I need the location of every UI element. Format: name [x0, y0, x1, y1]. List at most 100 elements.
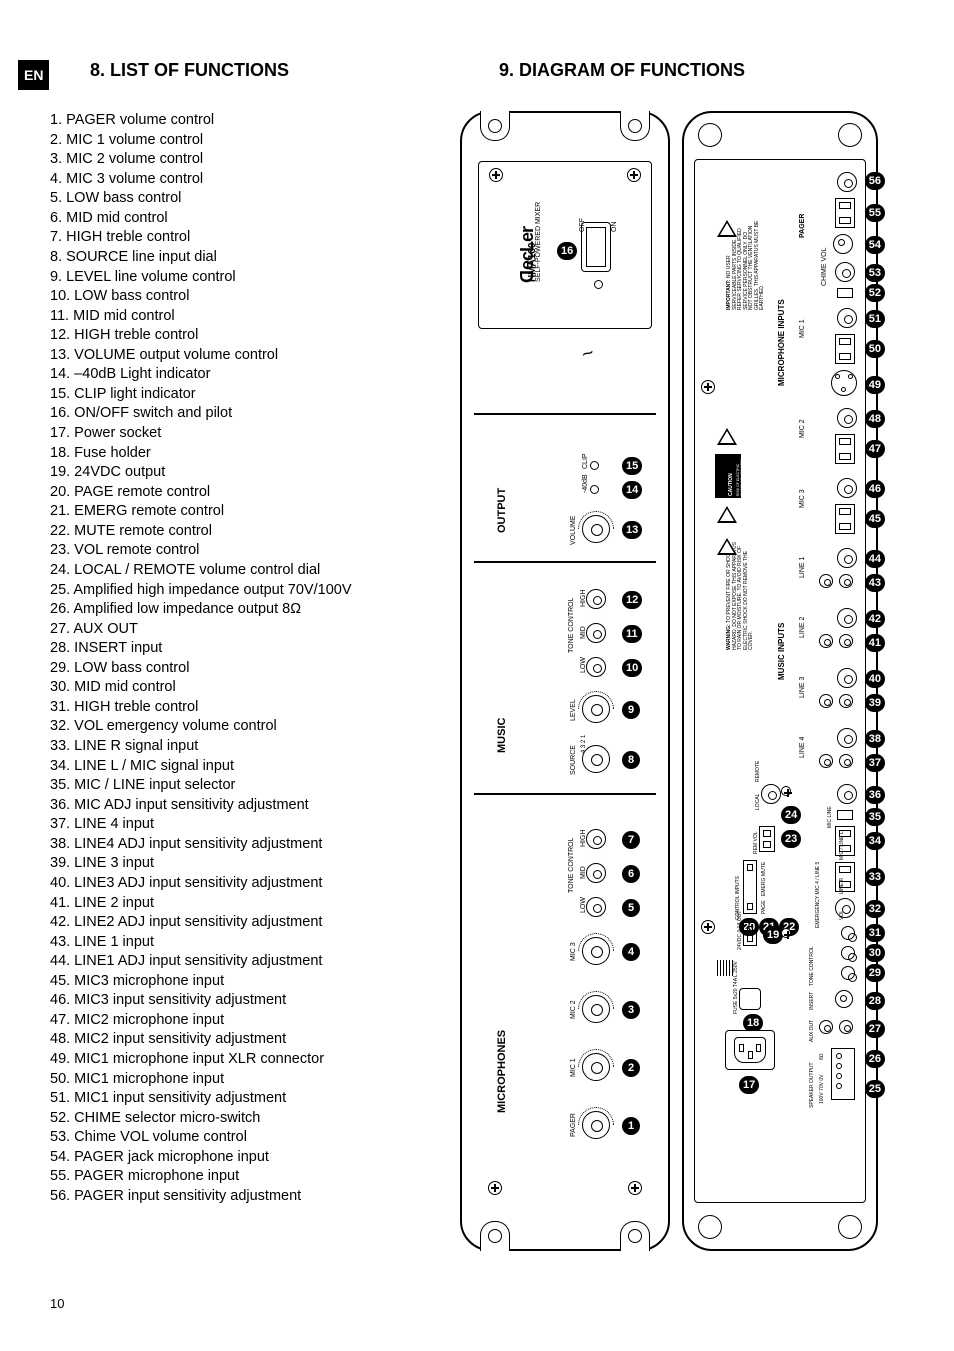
rear-mic3-label: MIC 3: [799, 489, 806, 508]
callout-6: 6: [622, 865, 640, 883]
callout-34: 34: [865, 832, 885, 850]
line2-rca: [839, 634, 853, 648]
heading-row: 8. LIST OF FUNCTIONS 9. DIAGRAM OF FUNCT…: [90, 60, 904, 81]
remote-label: REMOTE: [755, 761, 761, 782]
mic-high-label: HIGH: [580, 830, 587, 848]
rear-mic2-label: MIC 2: [799, 419, 806, 438]
caution-label: CAUTION: [729, 473, 735, 496]
function-list-item: 43. LINE 1 input: [50, 933, 440, 953]
heading-list-of-functions: 8. LIST OF FUNCTIONS: [90, 60, 289, 81]
volume-knob: [582, 515, 610, 543]
local-label: LOCAL: [755, 794, 761, 810]
function-list-item: 1. PAGER volume control: [50, 111, 440, 131]
callout-45: 45: [865, 510, 885, 528]
diagrams-container: DecLer HMA180 SELF-POWERED MIXER OFF ON …: [460, 111, 904, 1251]
callout-28: 28: [865, 992, 885, 1010]
control-inputs-block: [743, 860, 757, 914]
function-list-item: 25. Amplified high impedance output 70V/…: [50, 581, 440, 601]
function-list-item: 11. MID mid control: [50, 307, 440, 327]
v100-label: 100V 70V 0V: [819, 1075, 825, 1104]
power-on-label: ON: [611, 222, 618, 233]
m40-label: -40dB: [582, 474, 589, 493]
callout-38: 38: [865, 730, 885, 748]
callout-50: 50: [865, 340, 885, 358]
callout-9: 9: [622, 701, 640, 719]
level-knob: [582, 695, 610, 723]
function-list-item: 55. PAGER microphone input: [50, 1167, 440, 1187]
callout-24: 24: [781, 806, 801, 824]
callout-39: 39: [865, 694, 885, 712]
mic-line-sel-label: MIC LINE: [827, 806, 833, 828]
function-list-item: 15. CLIP light indicator: [50, 385, 440, 405]
function-list-item: 8. SOURCE line input dial: [50, 248, 440, 268]
callout-49: 49: [865, 376, 885, 394]
callout-23: 23: [781, 830, 801, 848]
callout-42: 42: [865, 610, 885, 628]
mic2-label: MIC 2: [570, 1000, 577, 1019]
power-socket: [725, 1030, 775, 1070]
local-remote-knob: [761, 784, 781, 804]
page-label: PAGE: [761, 900, 767, 914]
function-list-item: 4. MIC 3 volume control: [50, 170, 440, 190]
callout-53: 53: [865, 264, 885, 282]
function-list-item: 56. PAGER input sensitivity adjustment: [50, 1187, 440, 1207]
callout-2: 2: [622, 1059, 640, 1077]
function-list-item: 7. HIGH treble control: [50, 228, 440, 248]
function-list-item: 35. MIC / LINE input selector: [50, 776, 440, 796]
callout-19: 19: [763, 926, 783, 944]
mic-l-euroblock: [835, 826, 855, 856]
mic-l-label: MIC / LINE L: [839, 831, 845, 860]
pager-adj-knob: [837, 172, 857, 192]
callout-3: 3: [622, 1001, 640, 1019]
mid-knob: [586, 623, 606, 643]
function-list-item: 39. LINE 3 input: [50, 854, 440, 874]
callout-14: 14: [622, 481, 642, 499]
callout-32: 32: [865, 900, 885, 918]
rem-vol-block: [759, 826, 775, 852]
function-list-item: 26. Amplified low impedance output 8Ω: [50, 600, 440, 620]
line4-rca: [839, 754, 853, 768]
front-panel-diagram: DecLer HMA180 SELF-POWERED MIXER OFF ON …: [460, 111, 670, 1251]
callout-10: 10: [622, 659, 642, 677]
function-list-item: 54. PAGER jack microphone input: [50, 1148, 440, 1168]
callout-5: 5: [622, 899, 640, 917]
dc24-block: [743, 922, 757, 946]
function-list-item: 10. LOW bass control: [50, 287, 440, 307]
function-list-item: 28. INSERT input: [50, 639, 440, 659]
function-list-item: 33. LINE R signal input: [50, 737, 440, 757]
function-list-item: 27. AUX OUT: [50, 620, 440, 640]
source-label: SOURCE: [570, 745, 577, 775]
emerg-adj-knob: [837, 784, 857, 804]
line-r-euroblock: [835, 862, 855, 892]
high-knob: [586, 589, 606, 609]
pager-label: PAGER: [570, 1113, 577, 1137]
volume-label: VOLUME: [570, 515, 577, 545]
function-list-item: 19. 24VDC output: [50, 463, 440, 483]
callout-52: 52: [865, 284, 885, 302]
callout-43: 43: [865, 574, 885, 592]
mic1-label: MIC 1: [570, 1058, 577, 1077]
function-list-item: 44. LINE1 ADJ input sensitivity adjustme…: [50, 952, 440, 972]
function-list-item: 2. MIC 1 volume control: [50, 131, 440, 151]
function-list-item: 30. MID mid control: [50, 678, 440, 698]
emerg-vol-label: VOL: [839, 910, 845, 920]
function-list-item: 45. MIC3 microphone input: [50, 972, 440, 992]
mic-high-knob: [586, 829, 606, 849]
function-list-item: 9. LEVEL line volume control: [50, 268, 440, 288]
function-list-item: 13. VOLUME output volume control: [50, 346, 440, 366]
line2-adj-knob: [837, 608, 857, 628]
function-list-item: 32. VOL emergency volume control: [50, 717, 440, 737]
function-list-item: 20. PAGE remote control: [50, 483, 440, 503]
function-list-item: 29. LOW bass control: [50, 659, 440, 679]
mic-tone-label: TONE CONTROL: [568, 838, 575, 894]
rear-tone-label: TONE CONTROL: [809, 946, 815, 986]
output-section-label: OUTPUT: [496, 488, 508, 533]
function-list-item: 47. MIC2 microphone input: [50, 1011, 440, 1031]
function-list-item: 17. Power socket: [50, 424, 440, 444]
function-list-item: 23. VOL remote control: [50, 541, 440, 561]
dc24-label: 24VDC 0.1A OUT: [737, 911, 743, 950]
high-label: HIGH: [580, 590, 587, 608]
low-label: LOW: [580, 657, 587, 673]
music-inputs-label: MUSIC INPUTS: [777, 623, 786, 680]
function-list-item: 52. CHIME selector micro-switch: [50, 1109, 440, 1129]
